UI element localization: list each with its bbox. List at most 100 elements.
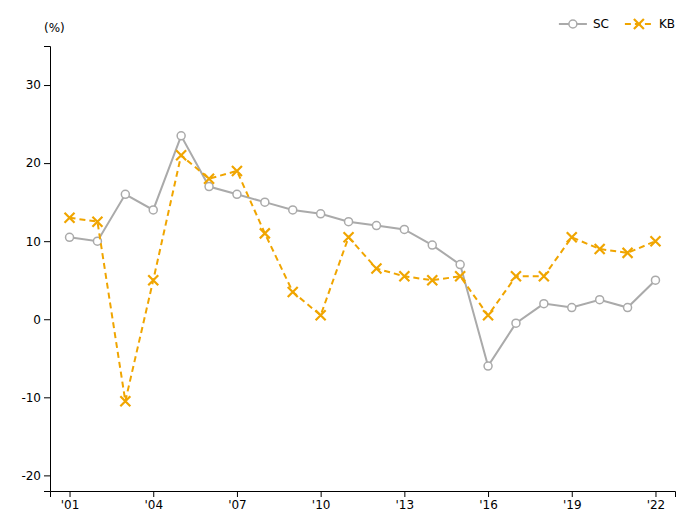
y-tick-label: 20 <box>26 156 41 170</box>
plot: '01 '04 '07 '10 '13 '16 '19 '22 -20 -10 0 10 20 30 <box>21 47 675 512</box>
point <box>261 198 269 206</box>
point <box>595 244 605 254</box>
x-tick: '22 <box>647 491 666 512</box>
point <box>65 213 75 223</box>
point <box>232 166 242 176</box>
point <box>512 319 520 327</box>
point <box>204 174 214 184</box>
point <box>484 362 492 370</box>
x-tick-label: '10 <box>312 498 331 512</box>
series <box>65 150 661 406</box>
x-tick: '07 <box>228 491 247 512</box>
point <box>624 304 632 312</box>
y-tick-label: 10 <box>26 235 41 249</box>
point <box>345 218 353 226</box>
point <box>511 271 521 281</box>
y-axis-line <box>44 47 51 492</box>
point <box>205 183 213 191</box>
series-line <box>70 155 656 401</box>
point <box>651 276 659 284</box>
x-tick-mark <box>655 491 656 497</box>
point <box>120 396 130 406</box>
point <box>568 304 576 312</box>
x-tick: '16 <box>479 491 498 512</box>
point <box>289 206 297 214</box>
x-tick: '04 <box>144 491 163 512</box>
point <box>317 210 325 218</box>
x-tick-mark <box>70 491 71 497</box>
point <box>176 150 186 160</box>
x-tick-label: '07 <box>228 498 247 512</box>
x-tick-label: '13 <box>396 498 415 512</box>
marks <box>65 132 661 406</box>
x-tick: '19 <box>563 491 582 512</box>
x-tick-mark <box>153 491 154 497</box>
y-axis: -20 -10 0 10 20 30 <box>21 47 50 492</box>
y-tick-label: -20 <box>21 469 41 483</box>
y-tick: 30 <box>26 78 50 92</box>
point <box>400 225 408 233</box>
series <box>66 132 660 370</box>
y-tick-mark <box>44 475 50 476</box>
point <box>148 275 158 285</box>
point <box>399 271 409 281</box>
point <box>623 248 633 258</box>
y-tick: 0 <box>33 313 50 327</box>
point <box>149 206 157 214</box>
point <box>344 232 354 242</box>
y-tick-mark <box>44 319 50 320</box>
legend-label: SC <box>593 17 609 31</box>
legend-item: KB <box>625 17 675 31</box>
point <box>66 233 74 241</box>
point <box>372 222 380 230</box>
y-tick-label: 30 <box>26 78 41 92</box>
point <box>260 228 270 238</box>
y-tick-mark <box>44 241 50 242</box>
point <box>371 264 381 274</box>
y-tick-label: 0 <box>33 313 41 327</box>
point <box>316 310 326 320</box>
x-tick-mark <box>321 491 322 497</box>
y-tick: 20 <box>26 156 50 170</box>
y-tick: -20 <box>21 469 50 483</box>
point <box>456 261 464 269</box>
point <box>539 271 549 281</box>
point <box>428 241 436 249</box>
point <box>567 232 577 242</box>
x-axis-line <box>51 492 676 498</box>
point <box>427 275 437 285</box>
series-line <box>70 136 656 366</box>
x-tick-label: '16 <box>479 498 498 512</box>
legend: SC KB <box>559 17 675 31</box>
y-tick-label: -10 <box>21 391 41 405</box>
point <box>596 296 604 304</box>
chart: '01 '04 '07 '10 '13 '16 '19 '22 -20 -10 0 10 20 30 (%)… <box>0 0 699 527</box>
point <box>177 132 185 140</box>
x-axis: '01 '04 '07 '10 '13 '16 '19 '22 <box>51 491 676 512</box>
y-axis-title: (%) <box>44 21 65 35</box>
point <box>92 217 102 227</box>
y-tick-mark <box>44 397 50 398</box>
y-tick: -10 <box>21 391 50 405</box>
point <box>288 287 298 297</box>
x-tick-label: '19 <box>563 498 582 512</box>
legend-label: KB <box>659 17 675 31</box>
point <box>650 236 660 246</box>
x-tick-mark <box>404 491 405 497</box>
legend-marker <box>634 19 644 29</box>
x-tick-label: '01 <box>61 498 80 512</box>
x-tick-mark <box>572 491 573 497</box>
y-tick: 10 <box>26 235 50 249</box>
legend-marker <box>569 20 577 28</box>
point <box>455 271 465 281</box>
point <box>233 190 241 198</box>
y-tick-mark <box>44 163 50 164</box>
x-tick-label: '04 <box>144 498 163 512</box>
point <box>121 190 129 198</box>
legend-item: SC <box>559 17 609 31</box>
x-tick: '01 <box>61 491 80 512</box>
x-tick-mark <box>488 491 489 497</box>
x-tick-label: '22 <box>647 498 666 512</box>
x-tick: '13 <box>396 491 415 512</box>
point <box>483 310 493 320</box>
